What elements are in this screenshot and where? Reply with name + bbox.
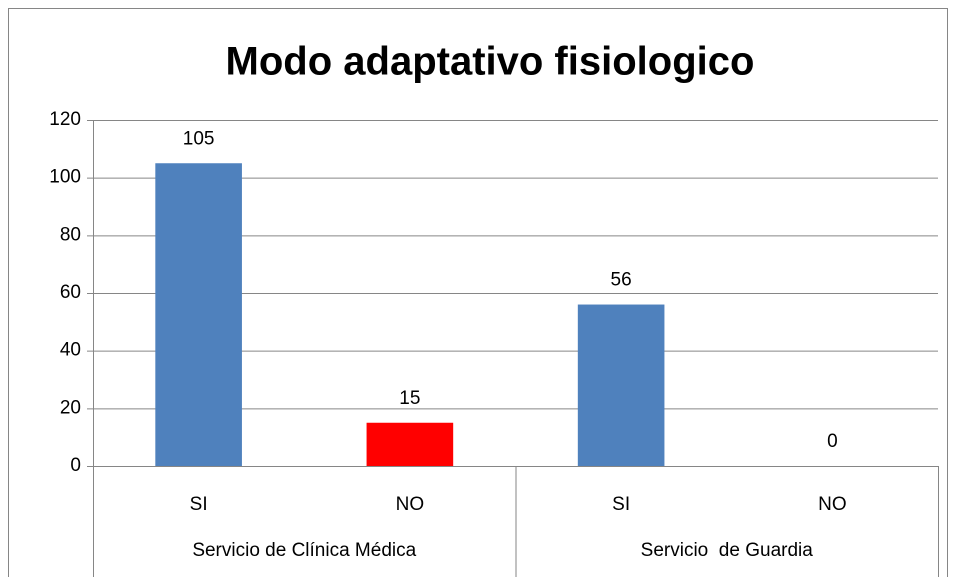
bar [366, 422, 454, 466]
chart-title: Modo adaptativo fisiologico [226, 40, 755, 84]
group-label: Servicio de Clínica Médica [192, 540, 416, 561]
bar [155, 163, 242, 466]
data-label: 0 [827, 431, 838, 452]
x-tick-label: NO [396, 494, 425, 515]
y-tick-label: 120 [49, 109, 81, 130]
bar [577, 304, 665, 466]
data-label: 105 [183, 128, 215, 149]
y-tick-label: 100 [49, 167, 81, 188]
x-tick-label: SI [190, 494, 208, 515]
data-label: 56 [611, 270, 632, 291]
x-tick-label: SI [612, 494, 630, 515]
group-label: Servicio de Guardia [641, 540, 814, 561]
data-label: 15 [399, 388, 420, 409]
chart-frame [8, 8, 948, 577]
y-tick-label: 0 [70, 455, 81, 476]
y-tick-label: 80 [60, 224, 81, 245]
x-tick-label: NO [818, 494, 847, 515]
y-tick-label: 20 [60, 397, 81, 418]
y-tick-label: 60 [60, 282, 81, 303]
y-tick-label: 40 [60, 340, 81, 361]
